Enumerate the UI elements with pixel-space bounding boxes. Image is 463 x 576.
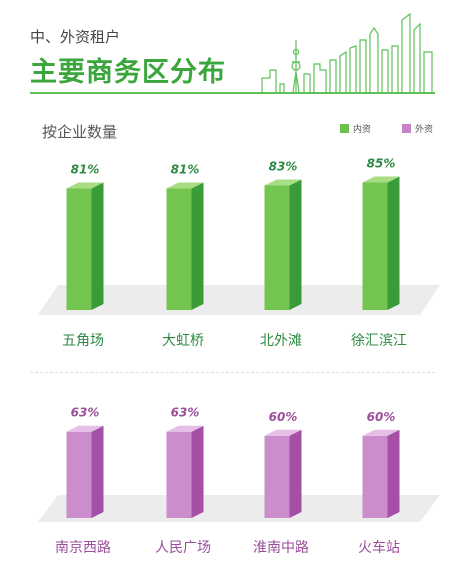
category-label: 南京西路 (55, 540, 111, 556)
title-underline (30, 92, 435, 94)
bar-side (191, 425, 204, 518)
category-label: 大虹桥 (162, 333, 204, 349)
legend-label-domestic: 内资 (353, 125, 372, 135)
bar-front (264, 185, 290, 310)
chart-floor (38, 285, 440, 315)
value-label: 83% (269, 160, 298, 174)
bar-top (362, 176, 400, 183)
bar-side (289, 429, 302, 518)
bar-front (66, 431, 92, 518)
value-label: 60% (367, 410, 396, 424)
bar-side (387, 429, 400, 518)
legend-item-foreign: 外资 (402, 122, 433, 135)
category-label: 淮南中路 (253, 540, 309, 556)
legend-swatch-foreign (402, 124, 411, 133)
value-label: 81% (171, 163, 200, 177)
value-label: 85% (367, 157, 396, 171)
category-label: 五角场 (62, 333, 104, 349)
bar-front (166, 188, 192, 310)
bar-side (91, 425, 104, 518)
metric-label: 按企业数量 (42, 123, 118, 141)
bar-top (362, 429, 400, 436)
bar-top (66, 182, 104, 189)
bar-side (191, 182, 204, 310)
bar-front (362, 435, 388, 518)
category-label: 徐汇滨江 (351, 333, 407, 349)
bar-side (387, 176, 400, 310)
bar-top (264, 429, 302, 436)
skyline-illustration (261, 12, 433, 93)
bar-front (66, 188, 92, 310)
legend-item-domestic: 内资 (340, 122, 371, 135)
chart-title: 主要商务区分布 (30, 57, 226, 88)
bar-top (166, 425, 204, 432)
bar-top (66, 425, 104, 432)
bar-side (289, 179, 302, 310)
category-label: 人民广场 (155, 540, 211, 556)
value-label: 60% (269, 410, 298, 424)
bar-side (91, 182, 104, 310)
bar-front (264, 435, 290, 518)
category-label: 火车站 (358, 539, 400, 556)
category-label: 北外滩 (260, 333, 302, 349)
legend-label-foreign: 外资 (415, 125, 434, 135)
chart-floor (38, 495, 440, 522)
legend-swatch-domestic (340, 124, 349, 133)
value-label: 63% (71, 406, 100, 420)
value-label: 63% (171, 406, 200, 420)
bar-front (362, 182, 388, 310)
value-label: 81% (71, 163, 100, 177)
chart-subtitle: 中、外资租户 (30, 28, 121, 46)
bar-top (264, 179, 302, 186)
bar-top (166, 182, 204, 189)
section-divider (30, 372, 435, 373)
bar-front (166, 431, 192, 518)
